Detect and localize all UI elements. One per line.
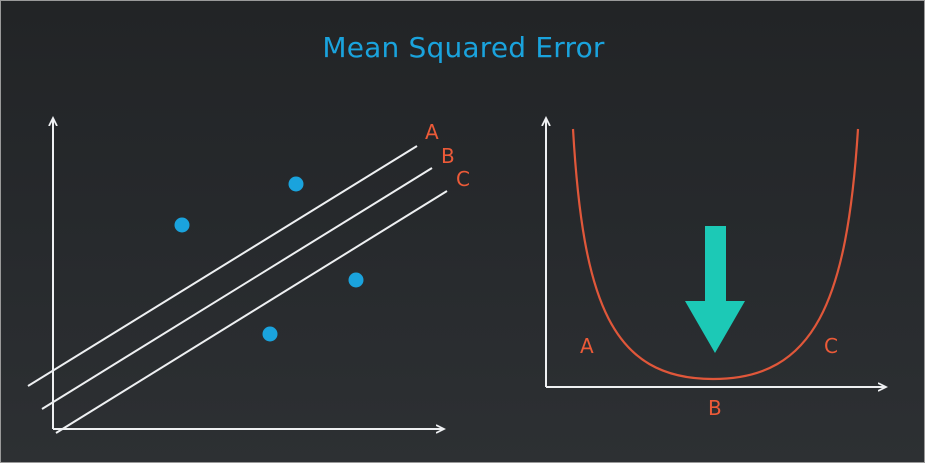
curve-label-a: A (580, 334, 594, 358)
fit-line-c (55, 190, 448, 434)
right-plot: A B C (546, 119, 885, 420)
curve-label-b: B (708, 396, 722, 420)
data-point (348, 272, 364, 288)
fit-line-b (41, 167, 433, 410)
down-arrow-icon (685, 226, 745, 353)
left-plot: A B C (27, 119, 470, 434)
curve-label-c: C (824, 334, 838, 358)
slide-title: Mean Squared Error (322, 31, 605, 64)
line-label-a: A (425, 120, 439, 144)
fit-line-a (27, 145, 418, 387)
data-point (288, 176, 304, 192)
data-point (262, 326, 278, 342)
line-label-b: B (441, 144, 455, 168)
error-curve (571, 128, 860, 381)
data-point (174, 217, 190, 233)
line-label-c: C (456, 167, 470, 191)
